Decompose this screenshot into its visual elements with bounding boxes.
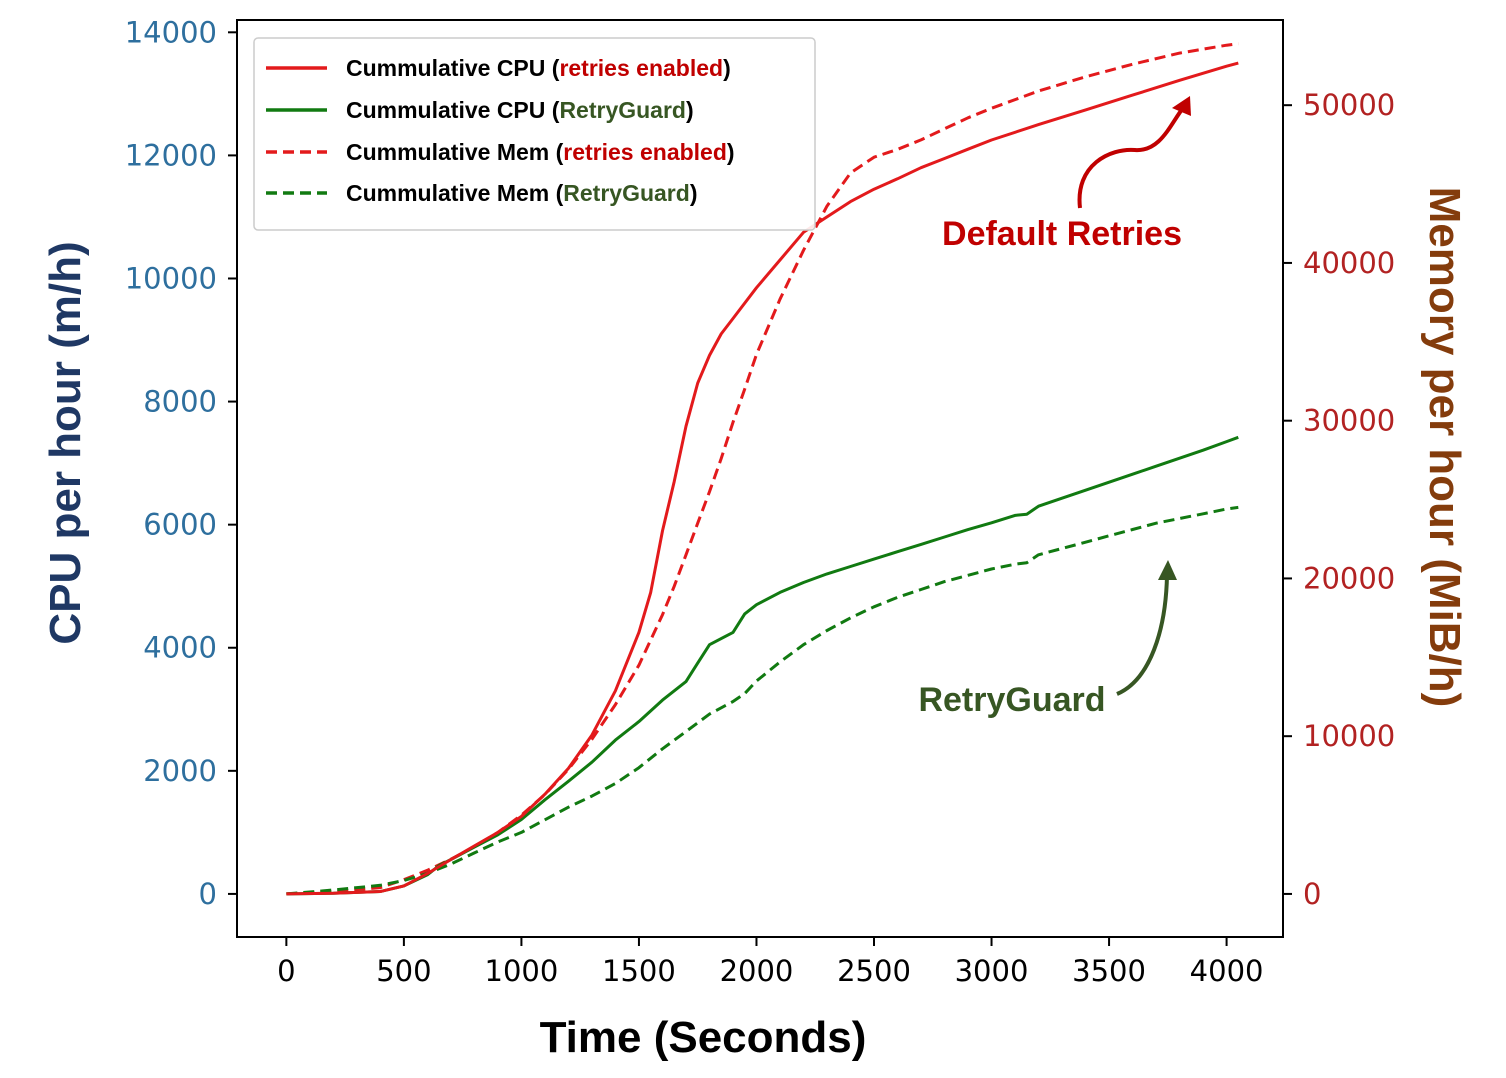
left-tick-label: 8000	[143, 385, 217, 419]
legend-label: Cummulative CPU (RetryGuard)	[346, 97, 694, 123]
left-tick-label: 0	[199, 877, 217, 911]
right-tick-label: 0	[1303, 877, 1321, 911]
right-tick-label: 20000	[1303, 561, 1395, 595]
x-tick-label: 0	[277, 954, 295, 988]
right-y-axis-title: Memory per hour (MiB/h)	[1420, 187, 1469, 708]
legend-box	[253, 37, 816, 231]
left-y-axis: 0 2000 4000 6000 8000 10000 12000 14000	[125, 15, 237, 911]
legend-label: Cummulative Mem (retries enabled)	[346, 139, 735, 165]
x-axis: 0 500 1000 1500 2000 2500 3000 3500 4000	[277, 937, 1263, 988]
annotation-default-retries: Default Retries	[942, 96, 1191, 253]
x-tick-label: 3500	[1072, 954, 1146, 988]
x-tick-label: 2500	[837, 954, 911, 988]
left-tick-label: 14000	[125, 15, 217, 49]
right-tick-label: 50000	[1303, 88, 1395, 122]
x-tick-label: 3000	[955, 954, 1029, 988]
right-tick-label: 10000	[1303, 719, 1395, 753]
left-tick-label: 12000	[125, 138, 217, 172]
right-y-axis: 0 10000 20000 30000 40000 50000	[1283, 88, 1395, 911]
x-tick-label: 2000	[720, 954, 794, 988]
x-tick-label: 500	[376, 954, 431, 988]
plot-frame	[236, 19, 1284, 938]
annotation-retryguard-label: RetryGuard	[918, 681, 1105, 719]
x-axis-title: Time (Seconds)	[540, 1013, 867, 1062]
annotation-default-retries-arrow	[1077, 106, 1185, 209]
x-tick-label: 1500	[602, 954, 676, 988]
right-tick-label: 40000	[1303, 246, 1395, 280]
legend-label: Cummulative CPU (retries enabled)	[346, 55, 731, 81]
legend: Cummulative CPU (retries enabled) Cummula…	[253, 37, 816, 231]
annotation-retryguard-arrowhead	[1158, 560, 1177, 580]
series-line-mem-retryguard	[286, 505, 1239, 896]
series-layer	[286, 42, 1239, 896]
right-tick-label: 30000	[1303, 404, 1395, 438]
x-tick-label: 1000	[485, 954, 559, 988]
x-tick-label: 4000	[1190, 954, 1264, 988]
series-line-cpu-retries-enabled	[286, 61, 1239, 896]
annotation-retryguard: RetryGuard	[918, 560, 1177, 719]
annotation-default-retries-arrowhead	[1172, 96, 1191, 116]
annotation-retryguard-arrow	[1116, 574, 1169, 696]
left-tick-label: 2000	[143, 754, 217, 788]
annotation-default-retries-label: Default Retries	[942, 215, 1182, 253]
left-tick-label: 6000	[143, 508, 217, 542]
left-y-axis-title: CPU per hour (m/h)	[41, 241, 90, 644]
left-tick-label: 4000	[143, 631, 217, 665]
legend-label: Cummulative Mem (RetryGuard)	[346, 180, 697, 206]
left-tick-label: 10000	[125, 261, 217, 295]
